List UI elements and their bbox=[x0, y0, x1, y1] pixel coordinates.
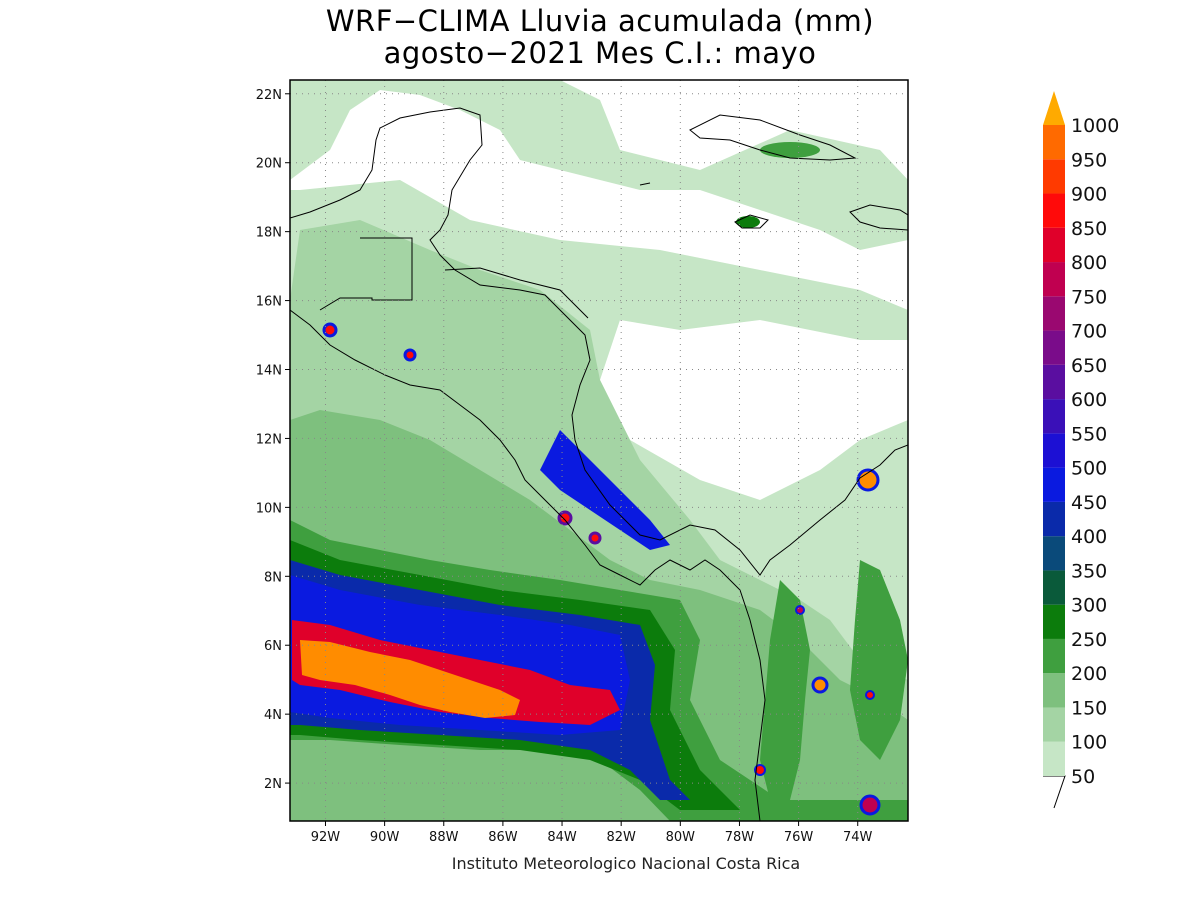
rain-cell-cuba bbox=[760, 142, 820, 158]
lat-tick-label: 2N bbox=[264, 777, 282, 792]
coastline-jamaica bbox=[734, 214, 769, 229]
colorbar-label: 700 bbox=[1071, 321, 1107, 343]
colorbar-label: 950 bbox=[1071, 149, 1107, 171]
colorbar-swatch bbox=[1043, 364, 1065, 400]
lon-tick-label: 82W bbox=[606, 830, 636, 845]
lat-tick-label: 10N bbox=[256, 501, 282, 516]
colorbar-label: 150 bbox=[1071, 697, 1107, 719]
lat-tick-label: 4N bbox=[264, 708, 282, 723]
itcz-red bbox=[292, 620, 620, 725]
colorbar-swatch bbox=[1043, 193, 1065, 228]
colorbar-label: 50 bbox=[1071, 766, 1095, 788]
rain-cell bbox=[865, 690, 875, 700]
colorbar-swatch bbox=[1043, 741, 1065, 776]
colorbar-swatch bbox=[1043, 501, 1065, 537]
colorbar-swatch bbox=[1043, 227, 1065, 263]
map-subtitle: agosto−2021 Mes C.I.: mayo bbox=[383, 36, 817, 70]
colorbar-label: 500 bbox=[1071, 458, 1107, 480]
rain-cell bbox=[322, 322, 338, 338]
rain-cell bbox=[588, 531, 602, 545]
colorbar-swatch bbox=[1043, 604, 1065, 639]
colorbar-label: 400 bbox=[1071, 526, 1107, 548]
colorbar-swatch bbox=[1043, 159, 1065, 194]
colombia-band-west bbox=[760, 580, 810, 800]
coastline-mexico-gulf bbox=[290, 107, 908, 576]
map-title: WRF−CLIMA Lluvia acumulada (mm) bbox=[325, 4, 875, 38]
colorbar-label: 650 bbox=[1071, 355, 1107, 377]
colorbar-swatch bbox=[1043, 330, 1065, 365]
coastline-cuba bbox=[689, 114, 857, 161]
precipitation-field bbox=[290, 80, 908, 821]
rain-cell bbox=[403, 348, 417, 362]
gridlines bbox=[290, 80, 908, 821]
itcz-orange bbox=[300, 640, 520, 718]
lon-tick-label: 88W bbox=[429, 830, 459, 845]
axis-ticks: 92W 90W 88W 86W 84W 82W 80W 78W 76W 74W 22N 20N 18N 1… bbox=[256, 88, 873, 845]
rain-cell bbox=[859, 794, 881, 816]
colorbar-swatch bbox=[1043, 296, 1065, 331]
lat-tick-label: 16N bbox=[256, 295, 282, 310]
colombia-band-east bbox=[850, 560, 908, 760]
colorbar: 50 100 150 200 250 300 350 400 450 500 550 600 650 70… bbox=[1043, 91, 1119, 809]
credit-text: Instituto Meteorologico Nacional Costa R… bbox=[451, 854, 801, 873]
colorbar-swatch bbox=[1043, 125, 1065, 160]
colorbar-label: 250 bbox=[1071, 629, 1107, 651]
coastline-hispaniola bbox=[849, 204, 908, 231]
colorbar-label: 900 bbox=[1071, 184, 1107, 206]
colorbar-swatch bbox=[1043, 570, 1065, 605]
rain-cell bbox=[754, 764, 766, 776]
rain-cell bbox=[811, 676, 829, 694]
lat-tick-label: 14N bbox=[256, 364, 282, 379]
colorbar-label: 350 bbox=[1071, 560, 1107, 582]
lat-tick-label: 22N bbox=[256, 88, 282, 103]
coastline-pacific bbox=[290, 309, 766, 821]
rain-cell bbox=[557, 510, 573, 526]
colorbar-label: 550 bbox=[1071, 423, 1107, 445]
lon-tick-label: 86W bbox=[488, 830, 518, 845]
rain-cell bbox=[795, 605, 805, 615]
rain-cell bbox=[856, 468, 880, 492]
colorbar-label: 450 bbox=[1071, 492, 1107, 514]
lon-tick-label: 76W bbox=[784, 830, 814, 845]
lat-tick-label: 20N bbox=[256, 157, 282, 172]
colorbar-swatch bbox=[1043, 433, 1065, 468]
lon-tick-label: 84W bbox=[547, 830, 577, 845]
coastlines bbox=[290, 107, 908, 821]
lon-tick-label: 78W bbox=[725, 830, 755, 845]
coastline-honduras-caribbean bbox=[444, 267, 589, 319]
border-guatemala bbox=[319, 237, 413, 311]
colorbar-label: 1000 bbox=[1071, 115, 1119, 137]
colorbar-over-triangle bbox=[1043, 91, 1065, 125]
coastline-small-island bbox=[639, 182, 651, 186]
colorbar-swatch bbox=[1043, 262, 1065, 297]
colorbar-label: 850 bbox=[1071, 218, 1107, 240]
colorbar-swatch bbox=[1043, 638, 1065, 674]
caribbean-coast-band bbox=[540, 430, 670, 550]
colorbar-swatch bbox=[1043, 707, 1065, 742]
colorbar-swatch bbox=[1043, 399, 1065, 434]
map-frame bbox=[289, 79, 909, 822]
lon-tick-label: 74W bbox=[843, 830, 873, 845]
lat-tick-label: 18N bbox=[256, 226, 282, 241]
colorbar-label: 200 bbox=[1071, 663, 1107, 685]
lat-tick-label: 8N bbox=[264, 570, 282, 585]
map-plot-area bbox=[290, 80, 908, 821]
lat-tick-label: 12N bbox=[256, 432, 282, 447]
colorbar-under-triangle bbox=[1043, 775, 1066, 809]
lon-tick-label: 90W bbox=[370, 830, 400, 845]
colorbar-swatch bbox=[1043, 536, 1065, 571]
colorbar-label: 600 bbox=[1071, 389, 1107, 411]
colorbar-label: 750 bbox=[1071, 286, 1107, 308]
lat-tick-label: 6N bbox=[264, 639, 282, 654]
lon-tick-label: 80W bbox=[666, 830, 696, 845]
rain-zone-north bbox=[290, 80, 908, 250]
colorbar-label: 100 bbox=[1071, 732, 1107, 754]
colorbar-label: 800 bbox=[1071, 252, 1107, 274]
colorbar-swatch bbox=[1043, 673, 1065, 708]
lon-tick-label: 92W bbox=[311, 830, 341, 845]
colorbar-label: 300 bbox=[1071, 595, 1107, 617]
colorbar-swatch bbox=[1043, 467, 1065, 502]
